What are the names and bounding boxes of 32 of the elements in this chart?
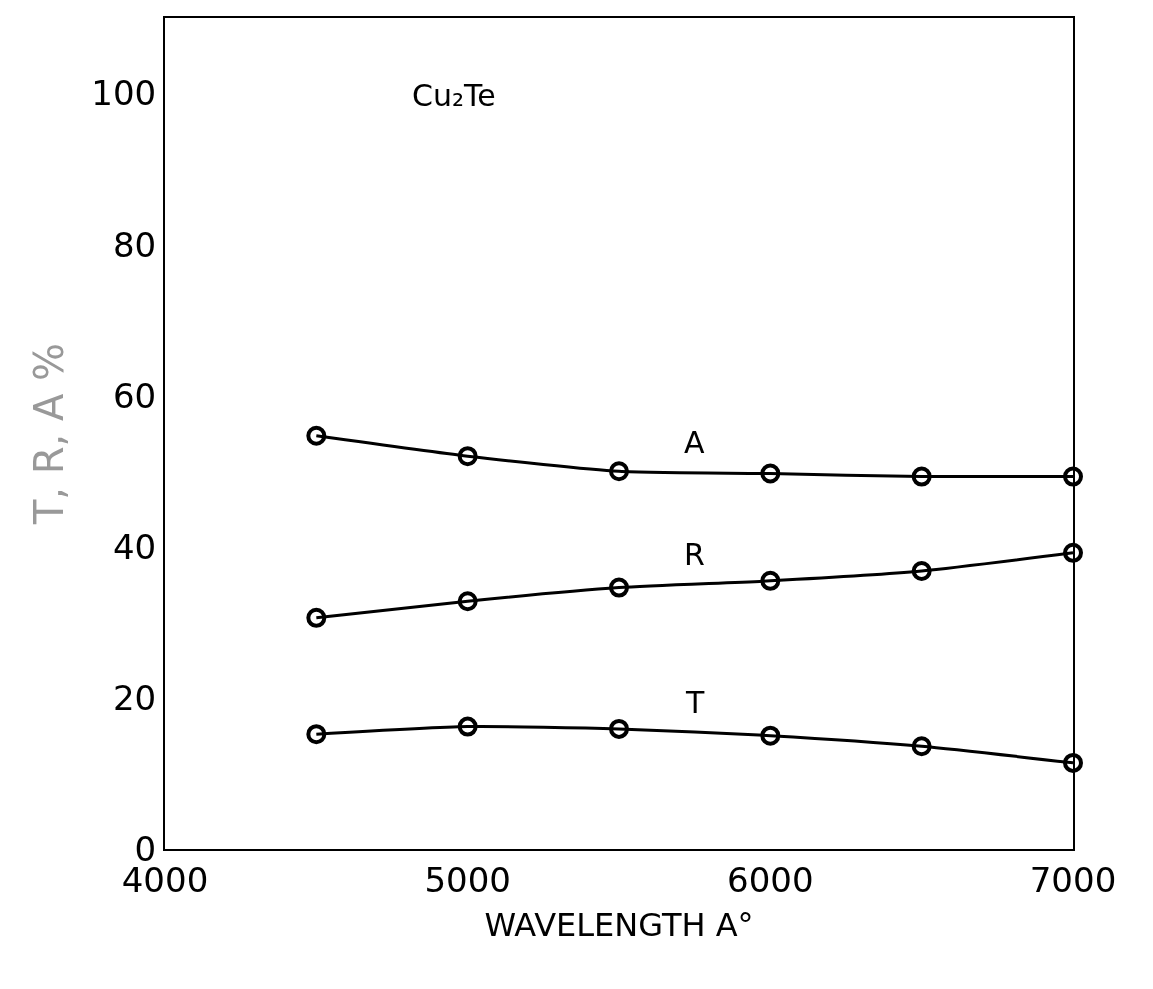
y-tick-label: 20	[112, 677, 157, 718]
point	[457, 716, 478, 737]
series-label: T	[685, 685, 705, 720]
x-tick-label: 7000	[1029, 859, 1117, 900]
point	[457, 446, 478, 467]
point	[306, 607, 327, 628]
point	[760, 463, 781, 484]
x-tick-label: 6000	[727, 859, 814, 900]
y-tick-label: 60	[112, 375, 157, 416]
annotation: Cu₂Te	[412, 78, 496, 113]
point	[911, 736, 932, 757]
x-axis-title: WAVELENGTH A°	[484, 906, 754, 945]
series-label: A	[684, 425, 705, 460]
point	[911, 560, 932, 581]
point	[306, 425, 327, 446]
point	[1063, 542, 1083, 563]
point	[760, 570, 781, 591]
x-tick-label: 5000	[424, 859, 511, 900]
point	[306, 724, 327, 745]
point	[911, 466, 932, 487]
point	[1063, 752, 1083, 773]
point	[609, 461, 629, 482]
point	[457, 591, 478, 612]
y-tick-label: 40	[112, 526, 157, 567]
point	[1063, 466, 1083, 487]
series-label: R	[684, 537, 705, 572]
point	[609, 577, 629, 598]
point	[609, 718, 629, 739]
point	[760, 725, 781, 746]
y-tick-label: 100	[91, 73, 157, 114]
y-tick-label: 80	[112, 224, 157, 265]
y-axis-title: T, R, A %	[26, 342, 73, 526]
